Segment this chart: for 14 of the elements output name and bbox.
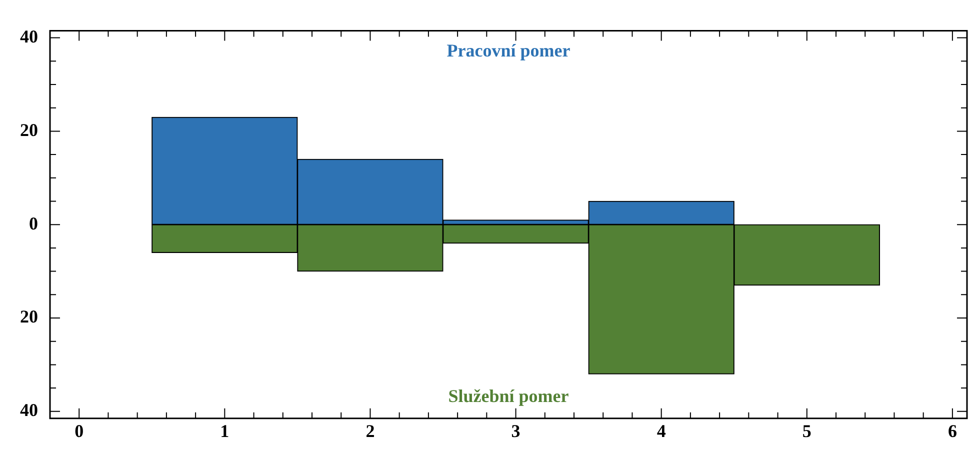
y-tick-label: 40 [20,26,38,46]
x-tick-label: 2 [366,420,375,441]
x-tick-label: 6 [948,420,957,441]
x-tick-label: 0 [74,420,84,441]
x-tick-label: 5 [802,420,812,441]
y-tick-label: 40 [20,400,38,420]
series-label: Služební pomer [448,386,569,406]
x-tick-label: 4 [656,420,666,441]
x-tick-label: 3 [511,420,520,441]
y-tick-label: 20 [20,306,38,327]
x-tick-label: 1 [220,420,230,441]
y-tick-label: 20 [20,120,38,140]
text: Pracovní pomer [446,40,570,60]
y-tick-label: 0 [29,213,38,234]
